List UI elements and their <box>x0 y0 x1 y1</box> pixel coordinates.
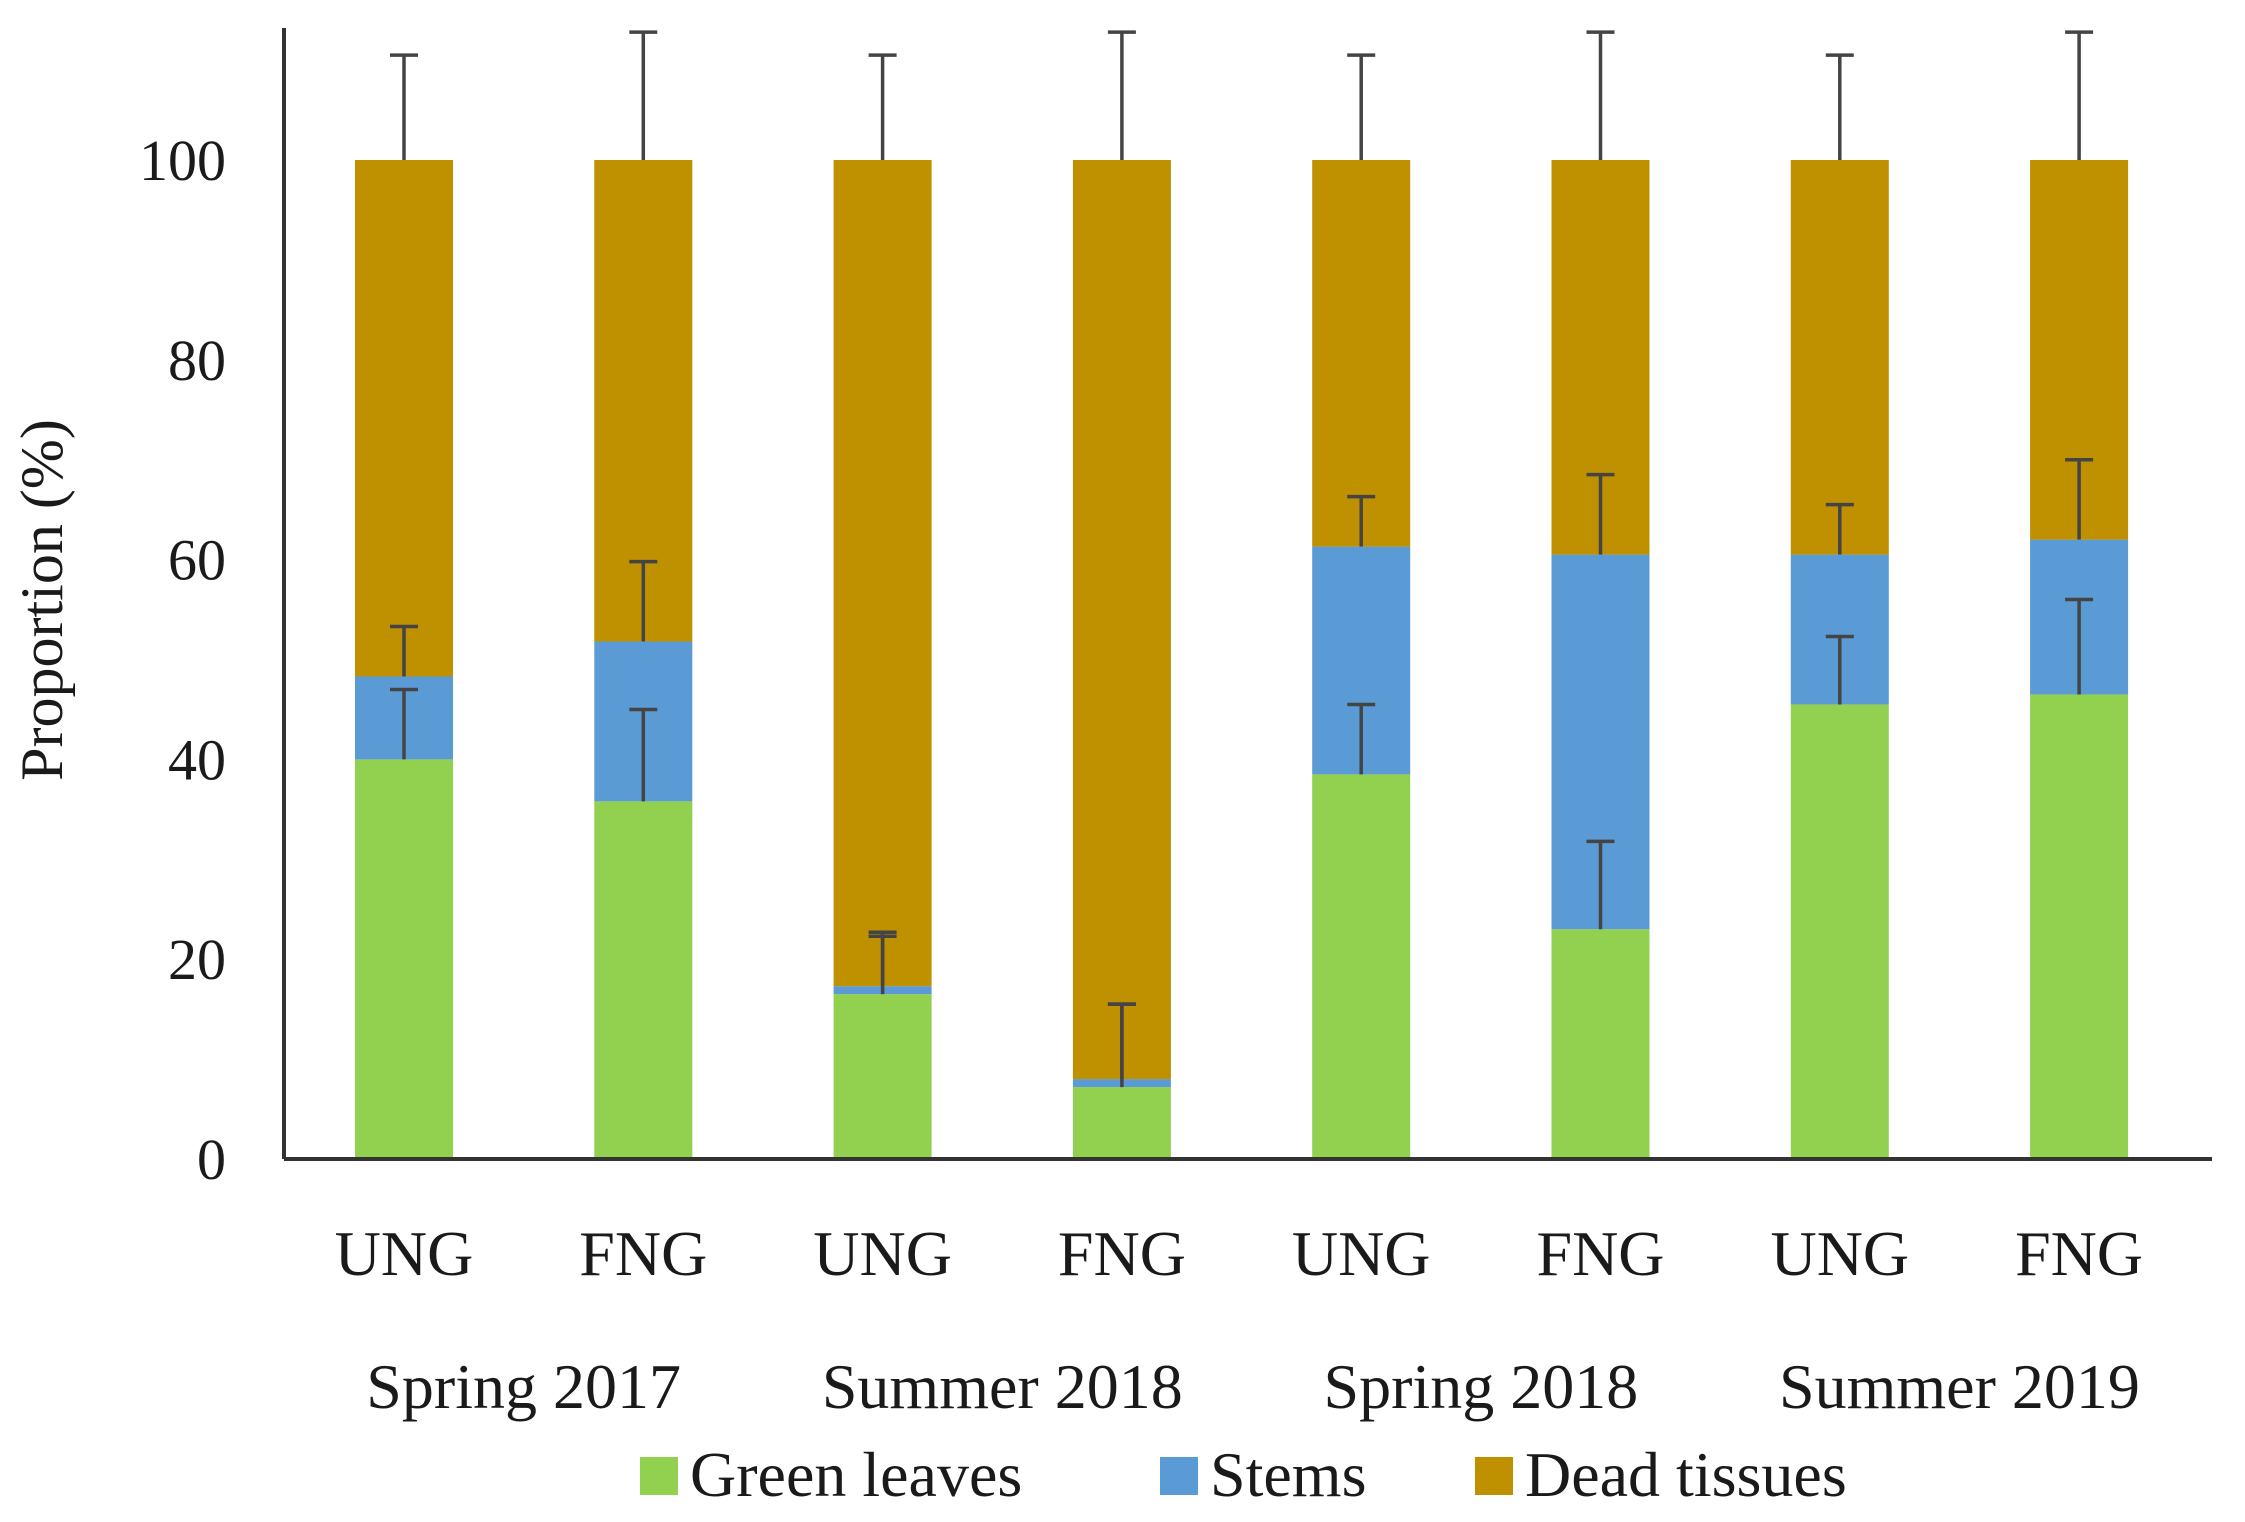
error-bar <box>868 934 897 987</box>
legend: Green leaves Stems Dead tissues <box>640 1439 1847 1510</box>
error-bar <box>390 53 418 160</box>
legend-item: Stems <box>1160 1439 1366 1510</box>
error-bar <box>1586 839 1615 930</box>
x-category-label: UNG <box>813 1218 952 1289</box>
x-category-label: UNG <box>1292 1218 1431 1289</box>
bar-segment-green-leaves <box>1072 1087 1171 1159</box>
error-bar <box>1347 494 1376 547</box>
y-tick-labels: 0 20 40 60 80 100 <box>139 128 226 1192</box>
error-bar <box>629 30 658 160</box>
legend-item: Dead tissues <box>1475 1439 1847 1510</box>
error-bar <box>2065 597 2094 695</box>
x-group-labels: Spring 2017 Summer 2018 Spring 2018 Summer … <box>366 1351 2140 1422</box>
x-category-label: FNG <box>1058 1218 1186 1289</box>
y-axis-label: Proportion (%) <box>9 419 75 781</box>
y-tick-label: 40 <box>168 727 226 792</box>
error-bar <box>868 53 897 160</box>
error-bar <box>1347 702 1376 775</box>
x-group-label: Spring 2017 <box>366 1351 681 1422</box>
y-tick-label: 80 <box>168 328 226 393</box>
x-group-label: Summer 2018 <box>822 1351 1183 1422</box>
bar-segment-green-leaves <box>355 759 453 1159</box>
legend-label: Green leaves <box>690 1439 1022 1510</box>
bar-segment-dead-tissues <box>833 160 932 987</box>
x-category-label: UNG <box>335 1218 474 1289</box>
bar-segment-dead-tissues <box>1312 160 1411 547</box>
legend-label: Stems <box>1210 1439 1366 1510</box>
bar-segment-green-leaves <box>594 801 693 1159</box>
legend-swatch <box>1160 1457 1198 1495</box>
x-group-label: Spring 2018 <box>1324 1351 1639 1422</box>
bar-segment-dead-tissues <box>355 160 453 677</box>
error-bar <box>2065 457 2094 540</box>
legend-swatch <box>1475 1457 1513 1495</box>
bar-segment-green-leaves <box>1790 704 1889 1159</box>
plot-area <box>355 30 2129 1159</box>
x-category-label: FNG <box>579 1218 707 1289</box>
error-bar <box>390 624 418 677</box>
y-tick-label: 20 <box>168 927 226 992</box>
x-category-label: FNG <box>1536 1218 1664 1289</box>
error-bar <box>1107 30 1136 160</box>
error-bar <box>1107 1002 1136 1080</box>
error-bar <box>1586 472 1615 555</box>
bar-segment-green-leaves <box>1551 929 1650 1159</box>
error-bar <box>390 687 418 760</box>
legend-label: Dead tissues <box>1525 1439 1847 1510</box>
bar-segment-green-leaves <box>1312 774 1411 1159</box>
x-category-label: UNG <box>1770 1218 1909 1289</box>
x-category-label: FNG <box>2015 1218 2143 1289</box>
error-bar <box>1825 53 1854 160</box>
y-tick-label: 100 <box>139 128 226 193</box>
legend-swatch <box>640 1457 678 1495</box>
error-bar <box>1825 634 1854 705</box>
bar-segment-dead-tissues <box>1790 160 1889 555</box>
error-bar <box>629 707 658 802</box>
error-bar <box>1347 53 1376 160</box>
x-group-label: Summer 2019 <box>1779 1351 2140 1422</box>
y-tick-label: 0 <box>197 1127 226 1192</box>
x-category-labels: UNG FNG UNG FNG UNG FNG UNG FNG <box>335 1218 2143 1289</box>
legend-item: Green leaves <box>640 1439 1022 1510</box>
bar-segment-green-leaves <box>833 994 932 1159</box>
error-bar <box>2065 30 2094 160</box>
error-bar <box>629 559 658 642</box>
bar-segment-green-leaves <box>2030 694 2129 1159</box>
bar-segment-dead-tissues <box>1072 160 1171 1080</box>
error-bar <box>1586 30 1615 160</box>
error-bar <box>1825 502 1854 555</box>
y-tick-label: 60 <box>168 528 226 593</box>
